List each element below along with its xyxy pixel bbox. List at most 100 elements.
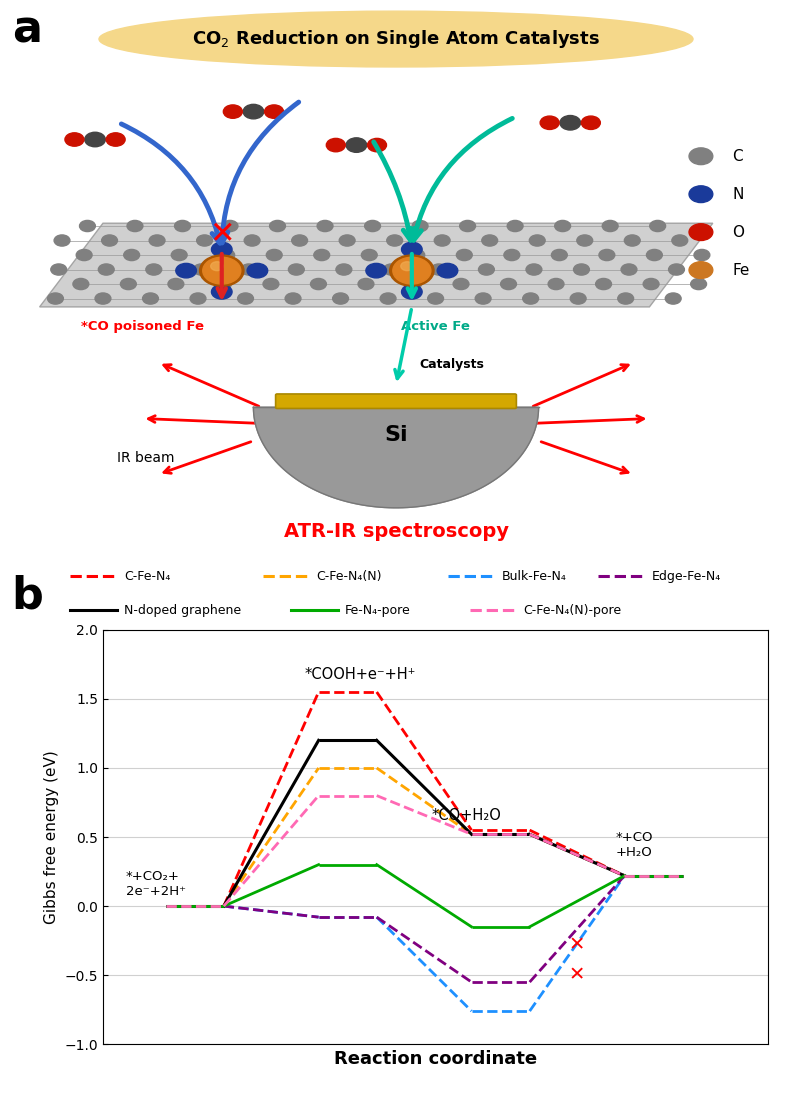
Circle shape (504, 250, 520, 261)
Circle shape (459, 220, 475, 232)
Circle shape (602, 220, 618, 232)
Circle shape (402, 285, 422, 299)
Circle shape (79, 220, 95, 232)
Circle shape (211, 242, 232, 256)
Circle shape (168, 278, 184, 290)
Text: C-Fe-N₄(N): C-Fe-N₄(N) (317, 570, 382, 582)
Circle shape (649, 220, 665, 232)
Circle shape (65, 133, 84, 146)
Circle shape (95, 293, 111, 304)
Circle shape (554, 220, 570, 232)
Circle shape (540, 116, 559, 129)
Text: *+CO₂+
2e⁻+2H⁺: *+CO₂+ 2e⁻+2H⁺ (126, 870, 186, 897)
Text: C-Fe-N₄(N)-pore: C-Fe-N₄(N)-pore (523, 603, 621, 617)
Circle shape (143, 293, 158, 304)
Circle shape (691, 278, 706, 290)
Circle shape (361, 250, 377, 261)
Text: N: N (733, 187, 744, 202)
Circle shape (51, 264, 67, 275)
Circle shape (577, 235, 592, 246)
Circle shape (193, 264, 209, 275)
Circle shape (263, 278, 279, 290)
Circle shape (573, 264, 589, 275)
Circle shape (120, 278, 136, 290)
Circle shape (223, 105, 242, 118)
Circle shape (694, 250, 710, 261)
Circle shape (401, 262, 413, 271)
Circle shape (265, 105, 284, 118)
Circle shape (200, 255, 244, 286)
Circle shape (412, 220, 428, 232)
Circle shape (291, 235, 307, 246)
Circle shape (475, 293, 491, 304)
Circle shape (453, 278, 469, 290)
Circle shape (98, 264, 114, 275)
Circle shape (364, 220, 380, 232)
Text: IR beam: IR beam (116, 451, 174, 464)
Circle shape (386, 235, 402, 246)
Circle shape (437, 263, 458, 277)
Circle shape (174, 220, 190, 232)
Circle shape (689, 224, 713, 241)
Circle shape (85, 133, 105, 147)
Circle shape (456, 250, 472, 261)
Circle shape (646, 250, 662, 261)
Circle shape (367, 138, 386, 151)
Circle shape (390, 255, 434, 286)
Circle shape (581, 116, 600, 129)
Circle shape (310, 278, 326, 290)
Circle shape (196, 235, 212, 246)
Text: O: O (733, 224, 744, 240)
Circle shape (570, 293, 586, 304)
Polygon shape (253, 408, 539, 508)
Circle shape (643, 278, 659, 290)
Circle shape (402, 242, 422, 256)
Text: Edge-Fe-N₄: Edge-Fe-N₄ (651, 570, 721, 582)
Circle shape (222, 220, 238, 232)
Circle shape (73, 278, 89, 290)
Circle shape (529, 235, 545, 246)
Text: C-Fe-N₄: C-Fe-N₄ (124, 570, 170, 582)
Circle shape (106, 133, 125, 146)
Circle shape (215, 278, 231, 290)
X-axis label: Reaction coordinate: Reaction coordinate (334, 1050, 537, 1067)
Circle shape (317, 220, 333, 232)
Text: Bulk-Fe-N₄: Bulk-Fe-N₄ (502, 570, 566, 582)
Circle shape (689, 262, 713, 278)
Circle shape (366, 263, 386, 277)
Circle shape (149, 235, 165, 246)
Circle shape (146, 264, 162, 275)
Circle shape (124, 250, 139, 261)
Circle shape (599, 250, 615, 261)
Circle shape (501, 278, 516, 290)
Circle shape (243, 104, 264, 119)
Circle shape (526, 264, 542, 275)
Circle shape (285, 293, 301, 304)
FancyBboxPatch shape (276, 394, 516, 409)
Text: Fe-N₄-pore: Fe-N₄-pore (345, 603, 411, 617)
Text: *CO+H₂O: *CO+H₂O (432, 808, 501, 823)
Circle shape (406, 278, 421, 290)
Circle shape (621, 264, 637, 275)
Circle shape (665, 293, 681, 304)
Circle shape (409, 250, 425, 261)
Circle shape (211, 285, 232, 299)
Circle shape (241, 264, 257, 275)
Circle shape (54, 235, 70, 246)
Circle shape (171, 250, 187, 261)
Circle shape (672, 235, 687, 246)
Circle shape (266, 250, 282, 261)
Y-axis label: Gibbs free energy (eV): Gibbs free energy (eV) (44, 750, 59, 924)
Circle shape (190, 293, 206, 304)
Circle shape (76, 250, 92, 261)
Text: ✕: ✕ (209, 220, 234, 249)
Circle shape (393, 257, 431, 284)
Text: b: b (11, 575, 44, 618)
Circle shape (211, 262, 223, 271)
Text: Catalysts: Catalysts (420, 358, 485, 371)
Circle shape (48, 293, 63, 304)
Circle shape (383, 264, 399, 275)
Circle shape (434, 235, 450, 246)
Circle shape (380, 293, 396, 304)
Circle shape (431, 264, 447, 275)
